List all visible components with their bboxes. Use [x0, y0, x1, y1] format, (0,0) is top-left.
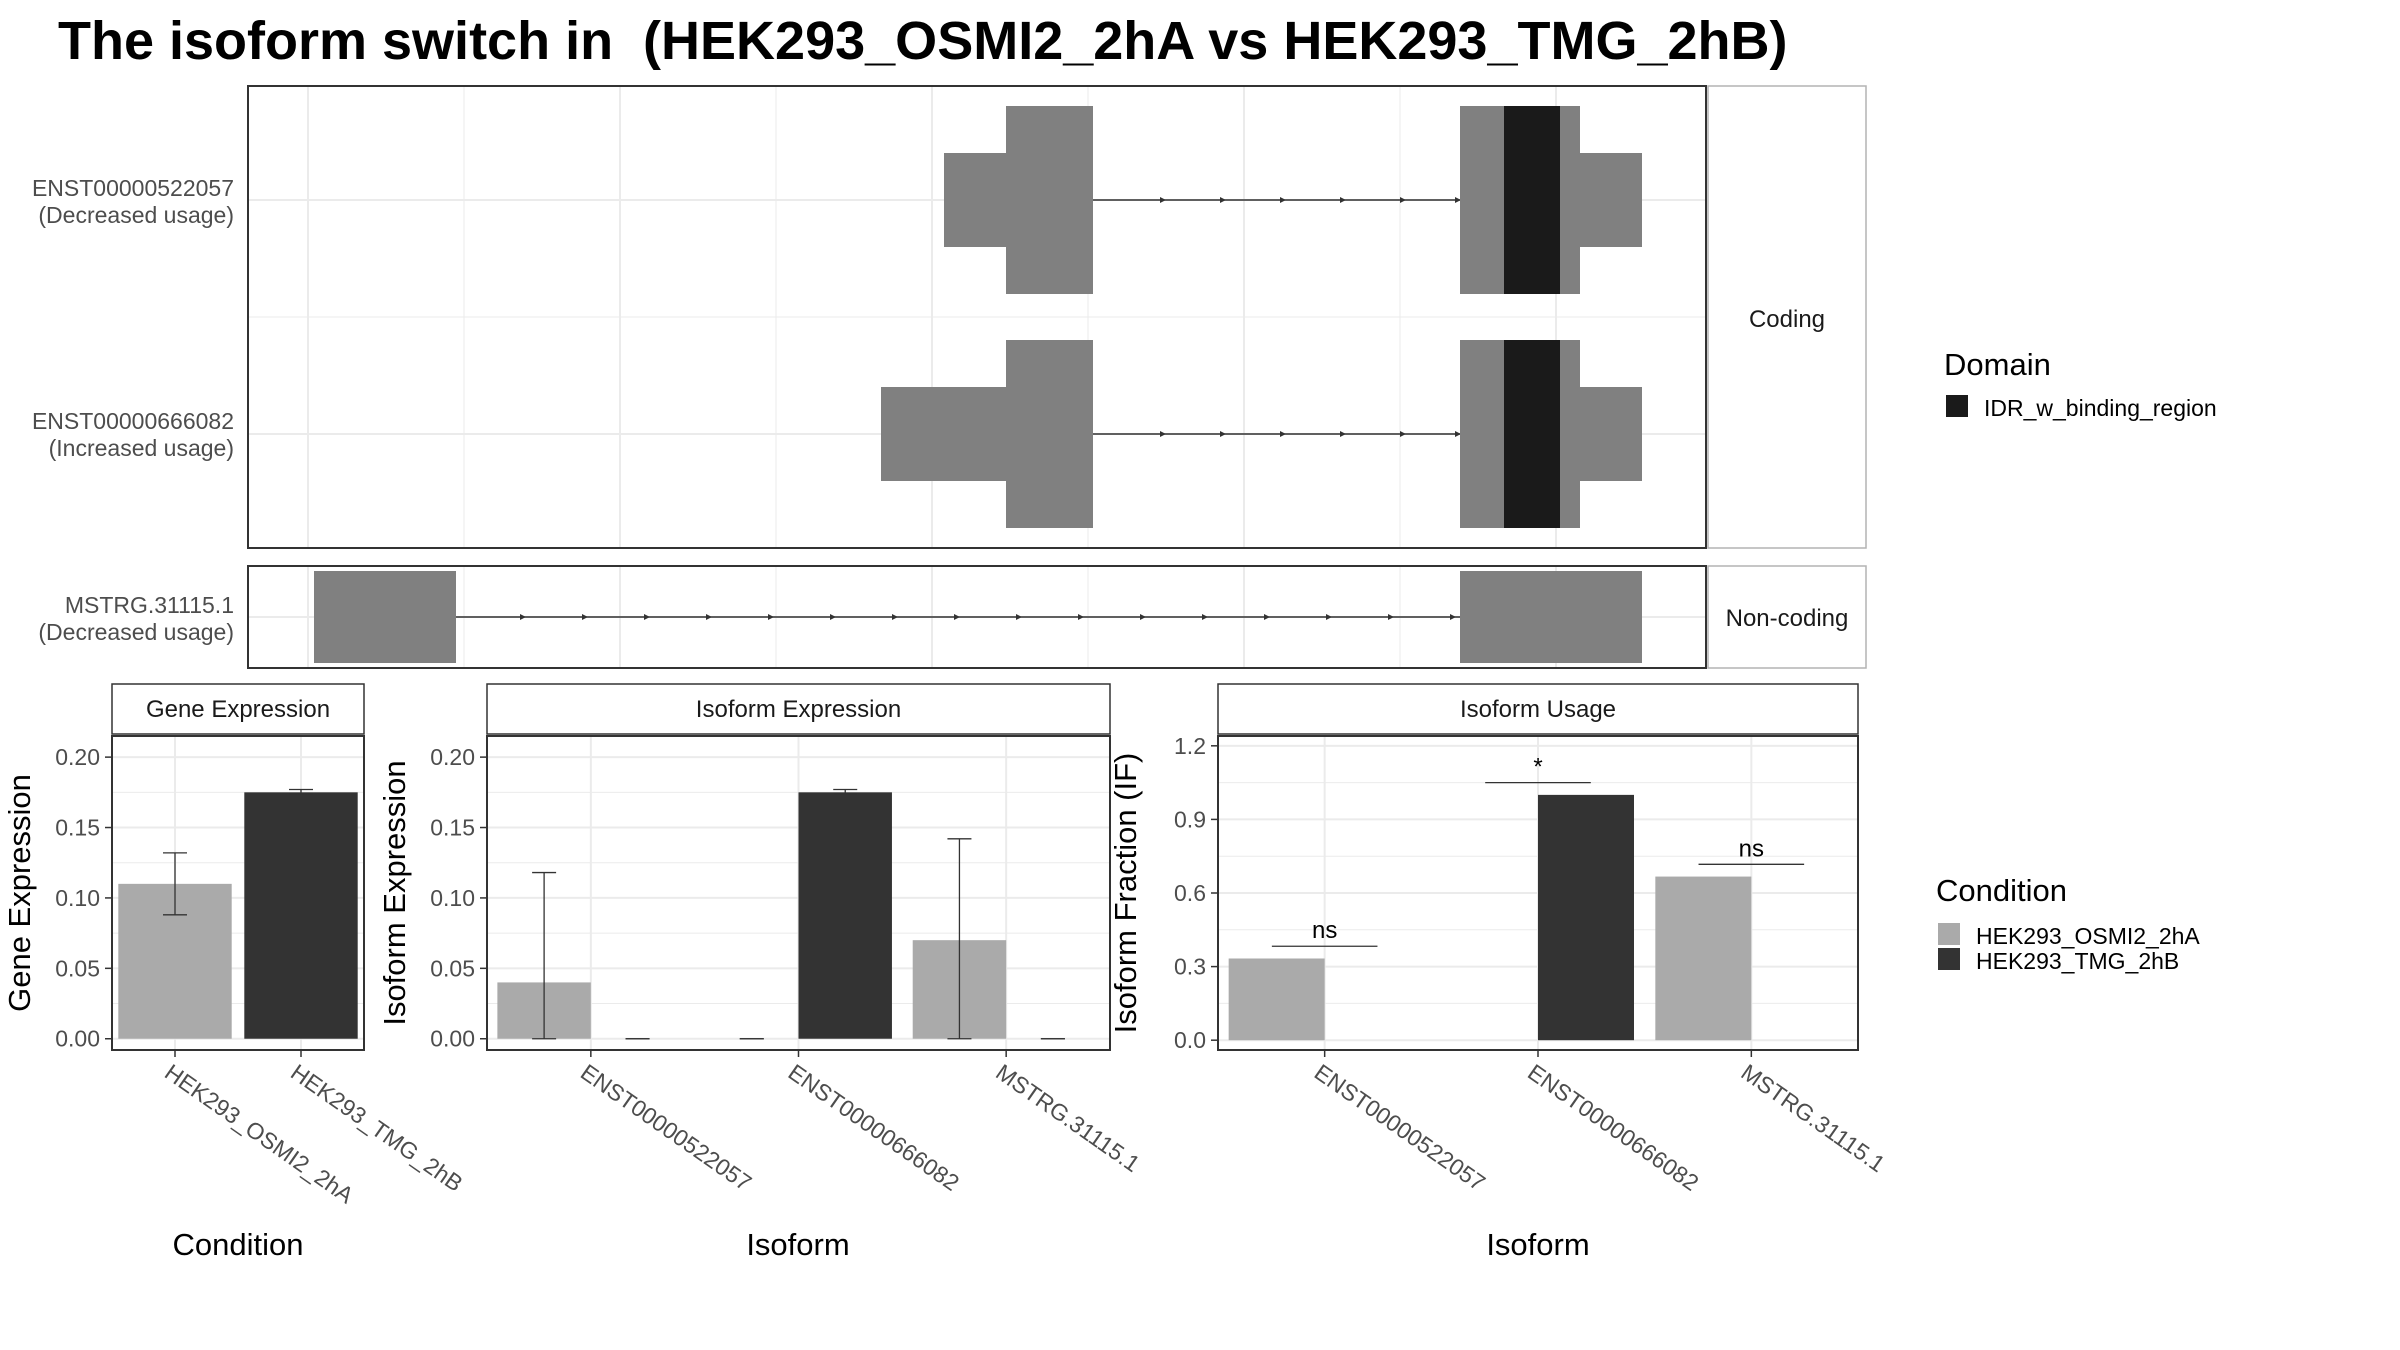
domain-legend-title: Domain	[1944, 347, 2051, 382]
significance-label: ns	[1739, 835, 1764, 862]
panel-border-noncoding	[247, 565, 1707, 669]
facet-strip-noncoding	[1707, 565, 1867, 669]
strip-label: Isoform Expression	[696, 696, 901, 723]
intron-arrows	[520, 614, 1456, 620]
y-tick-label: 0.3	[1174, 954, 1206, 980]
strip-label: Isoform Usage	[1460, 696, 1616, 723]
transcript-522057-structure	[944, 106, 1642, 294]
y-tick-label: 0.15	[55, 815, 100, 841]
panel-border	[111, 735, 365, 1051]
x-tick-label: ENST00000522057	[1310, 1059, 1490, 1196]
bar-HEK293_TMG_2hB	[244, 792, 358, 1039]
strip-background	[1217, 683, 1859, 735]
strip-background	[111, 683, 365, 735]
x-tick-label: MSTRG.31115.1	[1736, 1059, 1889, 1177]
domain-legend-key	[1946, 395, 1968, 417]
condition-legend-label-b: HEK293_TMG_2hB	[1976, 948, 2179, 974]
plot-title: The isoform switch in (HEK293_OSMI2_2hA …	[58, 11, 1788, 71]
y-tick-label: 0.6	[1174, 880, 1206, 906]
facet-label-noncoding: Non-coding	[1726, 605, 1849, 632]
bar-HEK293_OSMI2_2hA-ENST00000522057	[1228, 958, 1325, 1041]
exon	[314, 571, 456, 663]
y-axis-title: Isoform Expression	[377, 760, 412, 1025]
bar-panel-isoform-usage: 0.0 0.3 0.6 0.9 1.2 ns * ns Isoform Usage ENST000…	[1108, 683, 1890, 1262]
condition-legend: Condition HEK293_OSMI2_2hA HEK293_TMG_2h…	[1936, 873, 2200, 974]
exon-utr	[1580, 387, 1642, 481]
bar-panel-isoform-expression: 0.00 0.05 0.10 0.15 0.20 Isoform Expression EN…	[377, 683, 1145, 1262]
domain-idr	[1504, 340, 1560, 528]
facet-label-coding: Coding	[1749, 306, 1825, 333]
strip-label: Gene Expression	[146, 696, 330, 723]
transcript-label-id: MSTRG.31115.1	[65, 592, 234, 618]
condition-legend-title: Condition	[1936, 873, 2067, 908]
condition-legend-key-a	[1938, 923, 1960, 945]
transcript-label-usage: (Increased usage)	[49, 435, 234, 461]
exon-cds	[1006, 340, 1093, 528]
y-axis-title: Isoform Fraction (IF)	[1108, 753, 1143, 1034]
bar-HEK293_TMG_2hB-ENST00000666082	[1538, 794, 1634, 1041]
transcript-labels: ENST00000522057 (Decreased usage) ENST00…	[32, 175, 234, 645]
y-tick-label: 0.20	[55, 744, 100, 770]
y-tick-label: 0.9	[1174, 806, 1206, 832]
strip-background	[486, 683, 1111, 735]
transcript-mstrg-structure	[314, 571, 1642, 663]
y-tick-label: 1.2	[1174, 733, 1206, 759]
domain-idr	[1504, 106, 1560, 294]
y-tick-label: 0.10	[55, 885, 100, 911]
x-axis-title: Isoform	[746, 1227, 849, 1262]
domain-legend: Domain IDR_w_binding_region	[1944, 347, 2217, 421]
x-axis-title: Condition	[173, 1227, 304, 1262]
transcript-panel-coding: Coding	[247, 85, 1867, 549]
transcript-panel-noncoding: Non-coding	[247, 565, 1867, 669]
significance-label: *	[1533, 754, 1542, 781]
y-tick-label: 0.05	[55, 955, 100, 981]
domain-legend-label: IDR_w_binding_region	[1984, 395, 2217, 421]
transcript-label-usage: (Decreased usage)	[38, 619, 234, 645]
x-tick-label: ENST00000522057	[576, 1059, 756, 1196]
y-tick-label: 0.10	[430, 885, 475, 911]
y-tick-label: 0.20	[430, 744, 475, 770]
panel-border-coding	[247, 85, 1707, 549]
y-tick-label: 0.05	[430, 955, 475, 981]
intron-arrows	[1160, 197, 1461, 203]
condition-legend-key-b	[1938, 948, 1960, 970]
y-tick-label: 0.00	[430, 1026, 475, 1052]
y-tick-label: 0.15	[430, 815, 475, 841]
y-tick-label: 0.00	[55, 1026, 100, 1052]
y-axis-title: Gene Expression	[2, 774, 37, 1012]
exon-utr	[1580, 153, 1642, 247]
exon-utr	[881, 387, 1006, 481]
bar-HEK293_TMG_2hB-ENST00000666082	[798, 792, 892, 1039]
x-tick-label: ENST00000666082	[784, 1059, 964, 1196]
x-axis-title: Isoform	[1486, 1227, 1589, 1262]
intron-arrows	[1160, 431, 1461, 437]
transcript-label-id: ENST00000522057	[32, 175, 234, 201]
exon	[1460, 571, 1642, 663]
transcript-label-id: ENST00000666082	[32, 408, 234, 434]
bar-HEK293_OSMI2_2hA-MSTRG.31115.1	[1655, 876, 1752, 1041]
transcript-label-usage: (Decreased usage)	[38, 202, 234, 228]
transcript-666082-structure	[881, 340, 1642, 528]
exon-cds	[1006, 106, 1093, 294]
exon-utr	[944, 153, 1006, 247]
x-tick-label: ENST00000666082	[1523, 1059, 1703, 1196]
y-tick-label: 0.0	[1174, 1027, 1206, 1053]
facet-strip-coding	[1707, 85, 1867, 549]
significance-label: ns	[1312, 917, 1337, 944]
x-tick-label: MSTRG.31115.1	[991, 1059, 1144, 1177]
condition-legend-label-a: HEK293_OSMI2_2hA	[1976, 923, 2200, 949]
